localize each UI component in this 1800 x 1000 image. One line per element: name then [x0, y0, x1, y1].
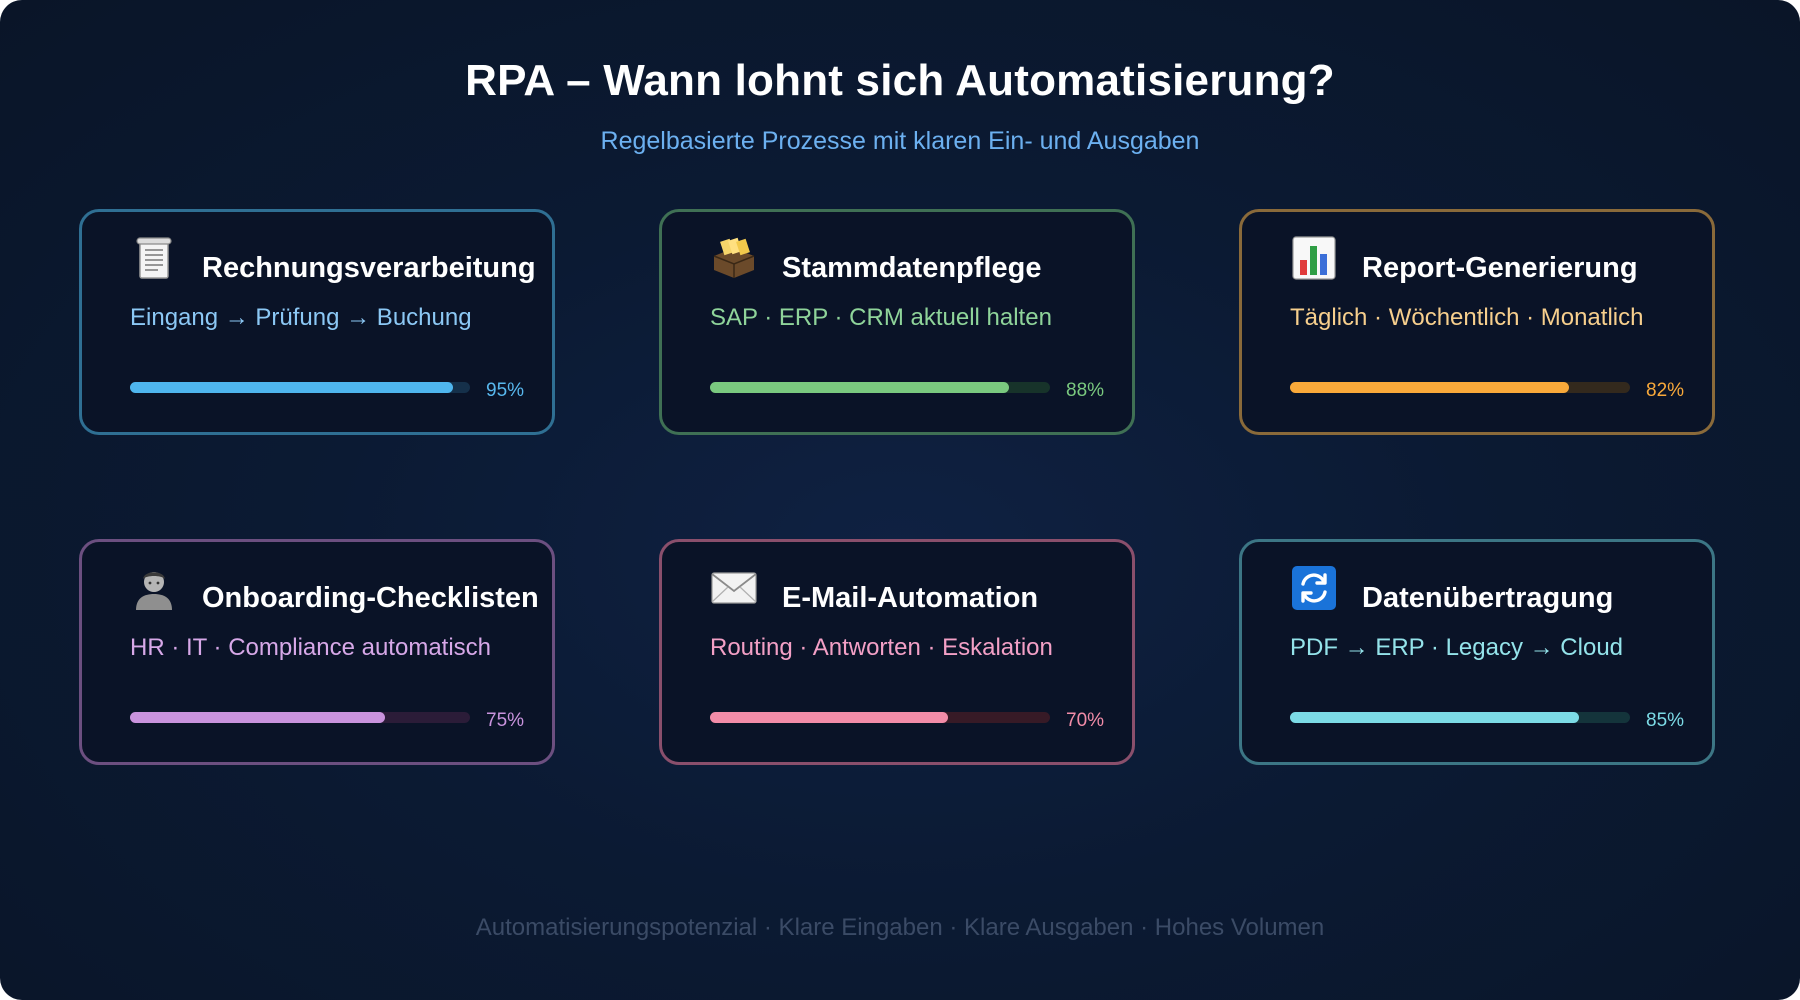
progress-fill [130, 712, 385, 723]
card-description: Täglich · Wöchentlich · Monatlich [1290, 304, 1644, 331]
card-title: Rechnungsverarbeitung [202, 252, 536, 284]
progress-track [1290, 382, 1630, 393]
progress-track [130, 712, 470, 723]
progress-percent: 75% [486, 710, 525, 731]
progress-fill [1290, 382, 1569, 393]
progress-percent: 70% [1066, 710, 1105, 731]
bar-chart-icon [1290, 234, 1338, 282]
progress-fill [710, 712, 948, 723]
card-file-box-icon [710, 234, 758, 282]
card-e-mail-automation: E-Mail-Automation Routing · Antworten · … [659, 539, 1135, 765]
card-title: Datenübertragung [1362, 582, 1614, 614]
page-subtitle: Regelbasierte Prozesse mit klaren Ein- u… [600, 127, 1200, 155]
refresh-icon [1290, 564, 1338, 612]
card-title: Report-Generierung [1362, 252, 1638, 284]
card-report-generierung: Report-Generierung Täglich · Wöchentlich… [1239, 209, 1715, 435]
card-datenuebertragung: Datenübertragung PDF → ERP · Legacy → Cl… [1239, 539, 1715, 765]
card-description: PDF → ERP · Legacy → Cloud [1290, 634, 1624, 661]
person-icon [130, 564, 178, 612]
receipt-icon [130, 234, 178, 282]
progress-fill [130, 382, 453, 393]
envelope-icon [710, 564, 758, 612]
progress-track [710, 382, 1050, 393]
card-description: Eingang → Prüfung → Buchung [130, 304, 472, 331]
card-rechnungsverarbeitung: Rechnungsverarbeitung Eingang → Prüfung … [79, 209, 555, 435]
progress-track [1290, 712, 1630, 723]
card-onboarding-checklisten: Onboarding-Checklisten HR · IT · Complia… [79, 539, 555, 765]
card-description: Routing · Antworten · Eskalation [710, 634, 1053, 661]
page-title: RPA – Wann lohnt sich Automatisierung? [465, 56, 1335, 105]
progress-track [130, 382, 470, 393]
progress-percent: 85% [1646, 710, 1685, 731]
card-title: E-Mail-Automation [782, 582, 1039, 614]
progress-percent: 82% [1646, 380, 1685, 401]
progress-percent: 95% [486, 380, 525, 401]
progress-track [710, 712, 1050, 723]
card-title: Stammdatenpflege [782, 252, 1042, 284]
progress-fill [710, 382, 1010, 393]
card-stammdatenpflege: Stammdatenpflege SAP · ERP · CRM aktuell… [659, 209, 1135, 435]
progress-percent: 88% [1066, 380, 1105, 401]
footer-text: Automatisierungspotenzial · Klare Eingab… [475, 914, 1325, 941]
card-description: SAP · ERP · CRM aktuell halten [710, 304, 1052, 331]
progress-fill [1290, 712, 1579, 723]
card-description: HR · IT · Compliance automatisch [130, 634, 492, 661]
card-title: Onboarding-Checklisten [202, 582, 539, 614]
